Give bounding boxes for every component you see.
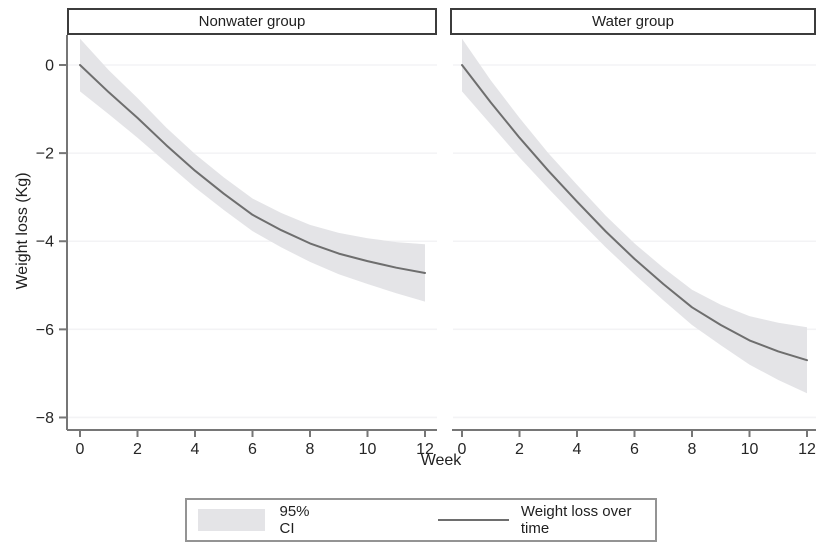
x-tick-label: 4: [573, 441, 582, 458]
y-axis-title: Weight loss (Kg): [14, 172, 31, 290]
y-tick-label: −4: [36, 234, 54, 251]
x-tick-label: 2: [133, 441, 142, 458]
y-tick-label: −6: [36, 322, 54, 339]
ci-band-swatch: [198, 509, 266, 531]
mean-line-water: [461, 64, 808, 362]
x-tick-label: 12: [798, 441, 816, 458]
mean-line-swatch: [437, 519, 509, 521]
x-axis-title: Week: [420, 452, 462, 469]
panel-title-text: Nonwater group: [198, 13, 306, 30]
x-tick-label: 6: [630, 441, 639, 458]
y-tick-label: −2: [36, 146, 54, 163]
x-tick-label: 8: [306, 441, 315, 458]
x-tick-label: 6: [248, 441, 257, 458]
x-tick-label: 8: [688, 441, 697, 458]
y-tick-label: 0: [45, 58, 54, 75]
panel-title-water-group: Water group: [450, 8, 816, 35]
legend: 95% CI Weight loss over time: [185, 498, 657, 542]
panel-title-text: Water group: [592, 13, 674, 30]
mean-line-nonwater: [79, 64, 426, 274]
x-tick-label: 12: [416, 441, 434, 458]
x-tick-label: 4: [191, 441, 200, 458]
legend-line-label: Weight loss over time: [520, 503, 632, 537]
panel-title-nonwater-group: Nonwater group: [67, 8, 437, 35]
x-tick-label: 10: [359, 441, 377, 458]
x-tick-label: 10: [741, 441, 759, 458]
ci-band-nonwater: [80, 38, 425, 302]
y-tick-label: −8: [36, 410, 54, 427]
x-tick-label: 0: [458, 441, 467, 458]
x-tick-label: 2: [515, 441, 524, 458]
x-tick-label: 0: [76, 441, 85, 458]
ci-band-water: [462, 38, 807, 394]
legend-ci-label: 95% CI: [279, 503, 310, 537]
